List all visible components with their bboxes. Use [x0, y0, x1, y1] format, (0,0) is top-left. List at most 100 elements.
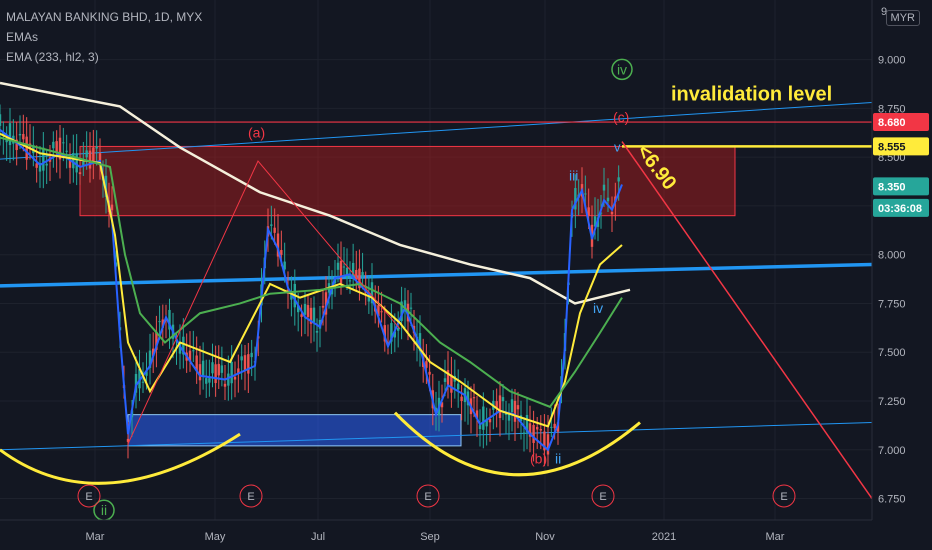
candle-body	[148, 350, 152, 368]
resistance-zone	[79, 145, 736, 217]
candle-body	[367, 295, 371, 302]
candle-body	[383, 325, 386, 342]
candle-body	[227, 373, 230, 386]
candle-body	[198, 364, 202, 381]
support-zone	[127, 414, 462, 447]
candle-body	[309, 307, 313, 324]
candle-body	[303, 303, 307, 315]
time-tick: Mar	[86, 531, 105, 543]
candle-body	[182, 336, 185, 355]
candle-body	[606, 197, 610, 202]
candle-body	[513, 400, 517, 422]
candle-body	[233, 376, 237, 380]
candle-body	[587, 207, 590, 216]
projection-line	[621, 141, 873, 499]
candle-body	[546, 434, 550, 455]
candle-body	[504, 412, 508, 415]
candle-body	[440, 402, 444, 408]
candle-body	[45, 163, 48, 166]
candle-body	[201, 360, 205, 376]
earnings-label: E	[424, 491, 431, 503]
candle-body	[223, 383, 227, 387]
wave-a-label: (a)	[248, 125, 265, 141]
candle-body	[250, 352, 253, 358]
price-tag-box	[873, 137, 929, 156]
price-tick: 7.500	[878, 347, 906, 359]
candle-body	[443, 378, 447, 382]
price-tag-label: 8.555	[878, 141, 906, 153]
wave-iv-circle-label: iv	[617, 61, 627, 77]
wave-ii-circle-label: ii	[101, 502, 107, 518]
candle-body	[457, 383, 460, 390]
candle-body	[380, 311, 383, 313]
candle-body	[141, 381, 145, 383]
candle-body	[25, 136, 28, 160]
candle-body	[536, 426, 539, 430]
candle-body	[488, 419, 492, 423]
candle-body	[85, 150, 88, 158]
ema-yellow-line	[0, 132, 623, 428]
candle-body	[98, 153, 102, 162]
candle-body	[482, 406, 485, 430]
candle-body	[217, 363, 220, 376]
candle-body	[52, 141, 55, 149]
candle-body	[553, 423, 556, 429]
candle-body	[38, 162, 42, 172]
candle-body	[550, 426, 553, 428]
candle-body	[339, 260, 343, 284]
time-tick: Mar	[766, 531, 785, 543]
candle-body	[273, 227, 276, 233]
candle-body	[361, 272, 364, 277]
earnings-marker	[239, 484, 263, 508]
ema-fast-line	[0, 129, 623, 452]
wave-ii-label: ii	[555, 450, 561, 466]
ema-params-legend: EMA (233, hl2, 3)	[6, 50, 99, 64]
wave-iv-circle	[611, 58, 633, 81]
candle-body	[237, 368, 240, 374]
candle-body	[110, 204, 114, 211]
cup-arc-right	[393, 411, 641, 477]
candle-body	[539, 429, 542, 431]
time-axis-bg	[0, 520, 872, 550]
candle-body	[370, 282, 374, 304]
candle-body	[15, 139, 18, 151]
candle-body	[507, 413, 511, 421]
candle-body	[425, 361, 428, 368]
candle-body	[315, 330, 319, 333]
candle-body	[495, 401, 498, 409]
candle-body	[8, 123, 12, 146]
candle-body	[152, 348, 155, 357]
currency-badge[interactable]: MYR	[885, 10, 920, 26]
earnings-label: E	[599, 491, 606, 503]
candle-body	[397, 328, 400, 331]
candle-body	[82, 161, 85, 166]
earnings-label: E	[85, 491, 92, 503]
ema-legend: EMAs	[6, 30, 39, 44]
price-tick: 7.750	[878, 298, 906, 310]
channel-upper-line	[0, 102, 873, 160]
candle-body	[68, 160, 72, 168]
candle-body	[2, 132, 5, 136]
candle-body	[230, 361, 233, 384]
candle-body	[466, 391, 470, 406]
candle-body	[403, 300, 407, 309]
candle-body	[610, 211, 614, 215]
candle-body	[195, 355, 198, 372]
candle-body	[532, 424, 535, 443]
price-axis-bg	[872, 0, 932, 550]
price-tick: 7.250	[878, 396, 906, 408]
candle-body	[88, 150, 92, 169]
candle-body	[617, 177, 620, 182]
candle-body	[92, 147, 95, 164]
ema-233-line	[0, 81, 631, 305]
candle-body	[138, 369, 141, 389]
price-tag-label: 8.350	[878, 181, 906, 193]
price-tag-box	[873, 177, 929, 196]
candle-body	[522, 432, 526, 435]
candle-body	[543, 431, 546, 451]
candle-body	[161, 319, 164, 328]
candle-body	[240, 356, 243, 361]
candle-body	[418, 333, 422, 352]
